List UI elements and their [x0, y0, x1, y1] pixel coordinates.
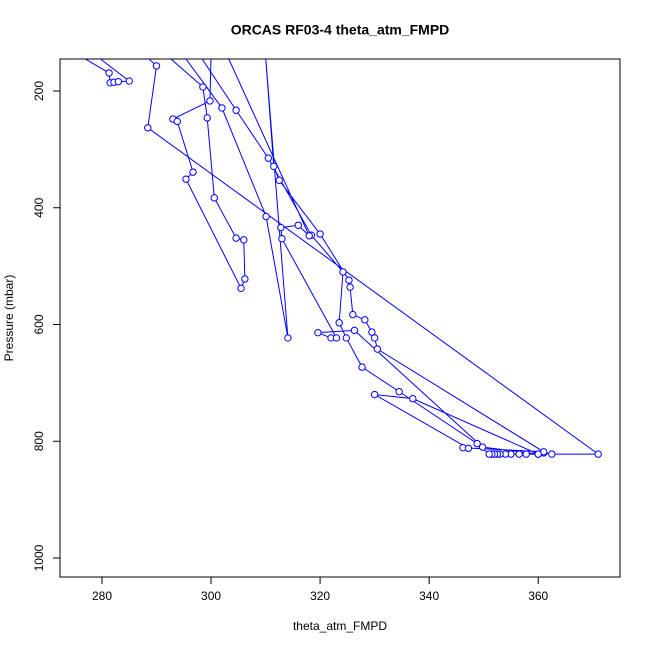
point	[370, 390, 379, 399]
point	[264, 154, 272, 162]
point	[206, 97, 214, 105]
chart-title: ORCAS RF03-4 theta_atm_FMPD	[231, 22, 450, 38]
point	[370, 334, 379, 342]
point	[232, 234, 240, 242]
point	[144, 124, 152, 132]
y-tick-label: 600	[32, 314, 46, 334]
point	[125, 77, 133, 85]
x-tick-label: 340	[419, 589, 439, 603]
point	[181, 59, 186, 60]
point	[232, 106, 240, 114]
point	[485, 450, 493, 458]
point	[143, 59, 148, 60]
point	[534, 450, 542, 458]
point	[373, 345, 382, 353]
point	[395, 387, 403, 396]
point	[409, 394, 417, 403]
plot-area	[78, 59, 602, 458]
point	[368, 328, 376, 336]
point	[515, 450, 523, 458]
point	[358, 363, 366, 371]
point	[182, 175, 190, 183]
x-axis-label: theta_atm_FMPD	[293, 619, 387, 633]
point	[294, 221, 302, 229]
point	[548, 450, 556, 458]
point	[346, 283, 354, 291]
point	[263, 59, 268, 60]
y-tick-label: 1000	[32, 544, 46, 571]
point	[199, 83, 207, 91]
point	[464, 444, 473, 452]
y-tick-label: 800	[32, 431, 46, 451]
y-axis-label: Pressure (mbar)	[2, 275, 16, 362]
x-tick-label: 320	[310, 589, 330, 603]
point	[335, 319, 343, 327]
point	[284, 334, 292, 342]
point	[275, 176, 283, 185]
point	[173, 117, 181, 126]
point	[105, 69, 113, 77]
point	[198, 59, 203, 60]
point	[316, 230, 324, 238]
point	[241, 275, 249, 283]
point	[278, 234, 286, 243]
y-tick-label: 200	[32, 81, 46, 101]
point	[345, 276, 353, 284]
point	[165, 59, 170, 60]
point	[78, 59, 83, 60]
point	[594, 450, 602, 458]
x-tick-label: 360	[528, 589, 548, 603]
point	[262, 212, 270, 221]
point	[240, 236, 248, 244]
point	[342, 334, 350, 342]
point	[314, 328, 322, 337]
y-tick-label: 400	[32, 197, 46, 217]
point	[332, 334, 341, 342]
point	[339, 268, 347, 276]
point	[94, 59, 99, 60]
point	[270, 162, 278, 171]
point	[114, 77, 123, 86]
point	[152, 62, 161, 70]
point	[361, 316, 369, 324]
point	[522, 450, 530, 458]
point	[277, 223, 285, 232]
point	[189, 168, 197, 176]
point	[218, 104, 226, 112]
x-tick-label: 300	[201, 589, 221, 603]
point	[350, 326, 359, 335]
point	[203, 114, 211, 122]
point	[208, 59, 214, 60]
point	[210, 194, 219, 202]
point	[473, 439, 481, 448]
point	[225, 59, 230, 60]
point	[237, 284, 245, 293]
point	[349, 310, 357, 319]
plot-frame	[59, 58, 621, 578]
point	[305, 232, 313, 240]
x-tick-label: 280	[92, 589, 112, 603]
point	[478, 443, 487, 451]
